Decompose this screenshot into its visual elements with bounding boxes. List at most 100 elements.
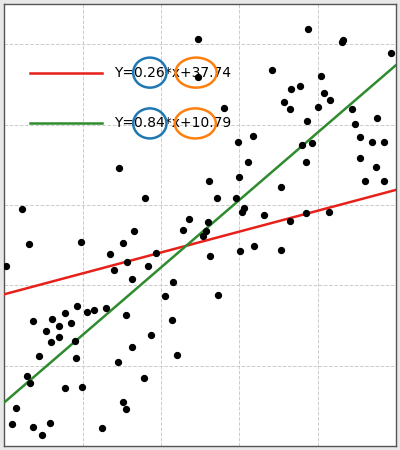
Point	[357, 133, 364, 140]
Point	[48, 338, 54, 346]
Point	[340, 37, 347, 44]
Point	[206, 252, 213, 260]
Point	[200, 233, 206, 240]
Point	[205, 219, 211, 226]
Point	[73, 354, 79, 361]
Point	[43, 328, 50, 335]
Point	[369, 139, 375, 146]
Point	[186, 215, 192, 222]
Point	[260, 212, 267, 219]
Point	[221, 104, 227, 112]
Point	[180, 226, 186, 234]
Point	[286, 106, 293, 113]
Point	[107, 251, 114, 258]
Point	[381, 178, 387, 185]
Point	[241, 204, 247, 212]
Point	[19, 205, 26, 212]
Point	[153, 249, 160, 256]
Point	[56, 323, 62, 330]
Point	[173, 352, 180, 359]
Point	[303, 209, 310, 216]
Point	[326, 209, 332, 216]
Point	[115, 164, 122, 171]
Point	[251, 243, 257, 250]
Point	[73, 302, 80, 310]
Point	[236, 173, 242, 180]
Point	[120, 399, 126, 406]
Point	[304, 26, 311, 33]
Point	[202, 227, 209, 234]
Point	[36, 353, 42, 360]
Point	[46, 419, 53, 426]
Point	[102, 305, 109, 312]
Point	[352, 121, 358, 128]
Point	[362, 177, 368, 184]
Point	[206, 177, 212, 184]
Point	[356, 154, 363, 161]
Point	[141, 194, 148, 202]
Point	[278, 247, 284, 254]
Point	[128, 276, 135, 283]
Point	[373, 163, 379, 171]
Point	[141, 374, 147, 381]
Point	[280, 99, 287, 106]
Point	[62, 309, 68, 316]
Point	[90, 306, 97, 314]
Point	[111, 266, 117, 274]
Point	[381, 138, 387, 145]
Point	[56, 333, 62, 341]
Point	[162, 293, 168, 300]
Text: Y=0.26*x+37.74: Y=0.26*x+37.74	[114, 66, 231, 80]
Point	[128, 344, 135, 351]
Point	[3, 262, 10, 270]
Point	[245, 159, 252, 166]
Point	[194, 36, 201, 43]
Point	[304, 117, 310, 125]
Point	[320, 90, 327, 97]
Point	[250, 133, 257, 140]
Point	[308, 140, 315, 147]
Point	[373, 114, 380, 122]
Point	[13, 405, 20, 412]
Point	[233, 195, 239, 202]
Point	[214, 194, 220, 202]
Text: Y=0.84*x+10.79: Y=0.84*x+10.79	[114, 117, 231, 130]
Point	[168, 317, 175, 324]
Point	[215, 291, 222, 298]
Point	[124, 259, 130, 266]
Point	[303, 158, 309, 165]
Point	[30, 423, 36, 430]
Point	[315, 104, 322, 111]
Point	[348, 105, 355, 112]
Point	[239, 208, 245, 215]
Point	[287, 217, 293, 224]
Point	[30, 317, 36, 324]
Point	[297, 82, 303, 90]
Point	[327, 97, 334, 104]
Point	[123, 406, 130, 413]
Point	[99, 424, 105, 432]
Point	[79, 383, 85, 391]
Point	[24, 372, 30, 379]
Point	[144, 263, 151, 270]
Point	[9, 420, 16, 427]
Point	[115, 359, 122, 366]
Point	[120, 239, 127, 246]
Point	[39, 432, 46, 439]
Point	[130, 228, 137, 235]
Point	[278, 184, 285, 191]
Point	[318, 72, 324, 79]
Point	[288, 86, 294, 93]
Point	[388, 49, 394, 56]
Point	[170, 278, 176, 285]
Point	[236, 247, 243, 254]
Point	[49, 315, 55, 323]
Point	[68, 320, 74, 327]
Point	[62, 385, 68, 392]
Point	[84, 308, 90, 315]
Point	[78, 238, 84, 246]
Point	[299, 141, 305, 149]
Point	[235, 139, 242, 146]
Point	[26, 240, 32, 248]
Point	[269, 67, 275, 74]
